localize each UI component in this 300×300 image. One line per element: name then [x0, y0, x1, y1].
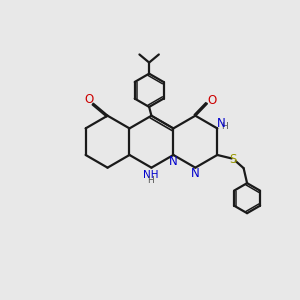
Text: N: N [169, 155, 178, 168]
Text: NH: NH [142, 169, 158, 180]
Text: O: O [84, 93, 94, 106]
Text: H: H [221, 122, 228, 130]
Text: H: H [147, 176, 154, 185]
Text: O: O [207, 94, 216, 107]
Text: S: S [229, 153, 236, 166]
Text: N: N [191, 167, 200, 180]
Text: N: N [217, 117, 226, 130]
